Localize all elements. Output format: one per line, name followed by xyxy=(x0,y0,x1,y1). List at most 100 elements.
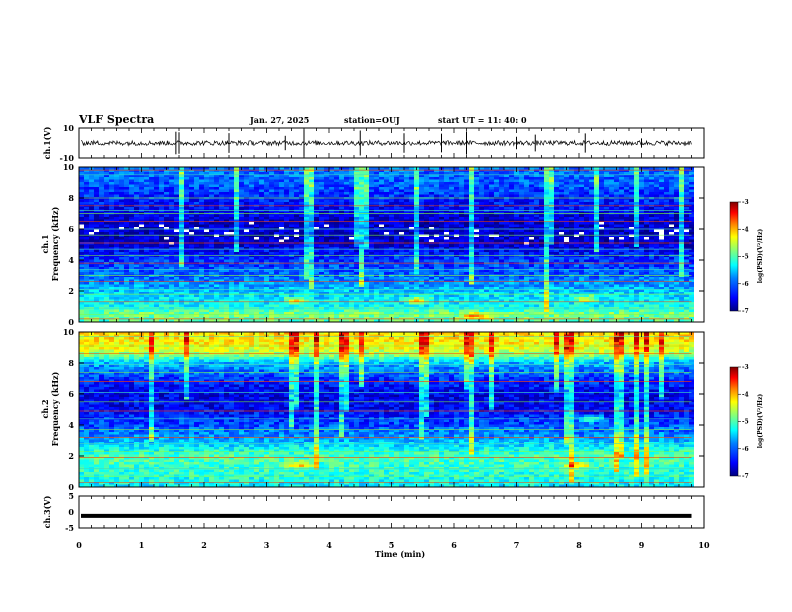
spectrogram-cell xyxy=(84,232,90,235)
spectrogram-cell xyxy=(349,257,355,260)
spectrogram-cell xyxy=(194,254,200,258)
spectrogram-cell xyxy=(139,257,145,260)
spectrogram-cell xyxy=(339,254,345,258)
spectrogram-cell xyxy=(309,264,315,268)
spectrogram-cell xyxy=(339,242,345,245)
spectrogram-cell xyxy=(514,189,520,193)
spectrogram-cell xyxy=(129,259,135,263)
spectrogram-cell xyxy=(79,187,85,190)
spectrogram-cell xyxy=(434,184,440,188)
spectrogram-cell xyxy=(309,167,315,170)
spectrogram-cell xyxy=(564,227,570,230)
spectrogram-cell xyxy=(254,197,260,200)
spectrogram-cell xyxy=(624,189,630,193)
spectrogram-cell xyxy=(369,217,375,220)
spectrogram-cell xyxy=(519,257,525,260)
spectrogram-cell xyxy=(314,177,320,180)
spectrogram-cell xyxy=(479,237,485,240)
spectrogram-cell xyxy=(274,197,280,200)
spectrogram-cell xyxy=(194,177,200,180)
spectrogram-cell xyxy=(419,197,425,200)
spectrogram-cell xyxy=(449,234,455,238)
spectrogram-cell xyxy=(574,182,580,185)
spectrogram-cell xyxy=(274,202,280,205)
spectrogram-cell xyxy=(484,172,490,175)
spectrogram-cell xyxy=(234,247,240,250)
spectrogram-cell xyxy=(109,234,115,238)
spectrogram-cell xyxy=(144,179,150,183)
spectrogram-cell xyxy=(269,252,275,255)
spectrogram-cell xyxy=(149,252,155,255)
spectrogram-cell xyxy=(379,244,385,248)
spectrogram-cell xyxy=(559,257,565,260)
spectrogram-cell xyxy=(334,222,340,225)
spectrogram-cell xyxy=(494,242,500,245)
spectrogram-cell xyxy=(129,182,135,185)
spectrogram-cell xyxy=(384,167,390,170)
spectrogram-cell xyxy=(449,177,455,180)
spectrogram-cell xyxy=(259,264,265,268)
spectrogram-cell xyxy=(694,177,700,180)
spectrogram-cell xyxy=(279,172,285,175)
spectrogram-cell xyxy=(544,247,550,250)
spectrogram-cell xyxy=(459,169,465,173)
spectrogram-cell xyxy=(249,209,255,213)
spectrogram-cell xyxy=(394,197,400,200)
spectrogram-cell xyxy=(634,179,640,183)
spectrogram-cell xyxy=(174,169,180,173)
spectrogram-cell xyxy=(119,192,125,195)
spectrogram-cell xyxy=(594,259,600,263)
spectrogram-cell xyxy=(269,209,275,213)
spectrogram-cell xyxy=(439,217,445,220)
spectrogram-cell xyxy=(389,237,395,240)
spectrogram-cell xyxy=(79,247,85,250)
spectrogram-cell xyxy=(389,259,395,263)
spectrogram-cell xyxy=(544,222,550,225)
spectrogram-cell xyxy=(519,264,525,268)
spectrogram-cell xyxy=(494,229,500,233)
spectrogram-cell xyxy=(639,172,645,175)
spectrogram-cell xyxy=(284,247,290,250)
spectrogram-cell xyxy=(634,234,640,238)
spectrogram-cell xyxy=(79,234,85,238)
spectrogram-cell xyxy=(254,224,260,228)
spectrogram-cell xyxy=(224,249,230,253)
spectrogram-cell xyxy=(504,224,510,228)
spectrogram-cell xyxy=(244,207,250,210)
spectrogram-cell xyxy=(364,262,370,265)
spectrogram-cell xyxy=(209,172,215,175)
spectrogram-cell xyxy=(474,222,480,225)
spectrogram-cell xyxy=(364,232,370,235)
spectrogram-cell xyxy=(624,197,630,200)
spectrogram-cell xyxy=(79,252,85,255)
spectrogram-cell xyxy=(544,254,550,258)
spectrogram-cell xyxy=(304,172,310,175)
spectrogram-cell xyxy=(349,252,355,255)
spectrogram-cell xyxy=(339,237,345,240)
spectrogram-cell xyxy=(369,232,375,235)
spectrogram-cell xyxy=(464,222,470,225)
spectrogram-cell xyxy=(434,242,440,245)
spectrogram-cell xyxy=(359,199,365,203)
spectrogram-cell xyxy=(564,172,570,175)
spectrogram-cell xyxy=(389,239,395,243)
spectrogram-cell xyxy=(429,229,435,233)
spectrogram-cell xyxy=(134,209,140,213)
spectrogram-cell xyxy=(664,227,670,230)
spectrogram-cell xyxy=(204,167,210,170)
spectrogram-cell xyxy=(159,239,165,243)
spectrogram-cell xyxy=(674,247,680,250)
spectrogram-cell xyxy=(619,239,625,243)
spectrogram-cell xyxy=(344,262,350,265)
spectrogram-cell xyxy=(454,264,460,268)
spectrogram-cell xyxy=(564,259,570,263)
spectrogram-cell xyxy=(89,202,95,205)
spectrogram-cell xyxy=(374,219,380,223)
spectrogram-cell xyxy=(299,254,305,258)
spectrogram-cell xyxy=(289,247,295,250)
spectrogram-cell xyxy=(674,224,680,228)
spectrogram-cell xyxy=(179,237,185,240)
spectrogram-cell xyxy=(674,254,680,258)
spectrogram-cell xyxy=(554,234,560,238)
spectrogram-cell xyxy=(354,172,360,175)
